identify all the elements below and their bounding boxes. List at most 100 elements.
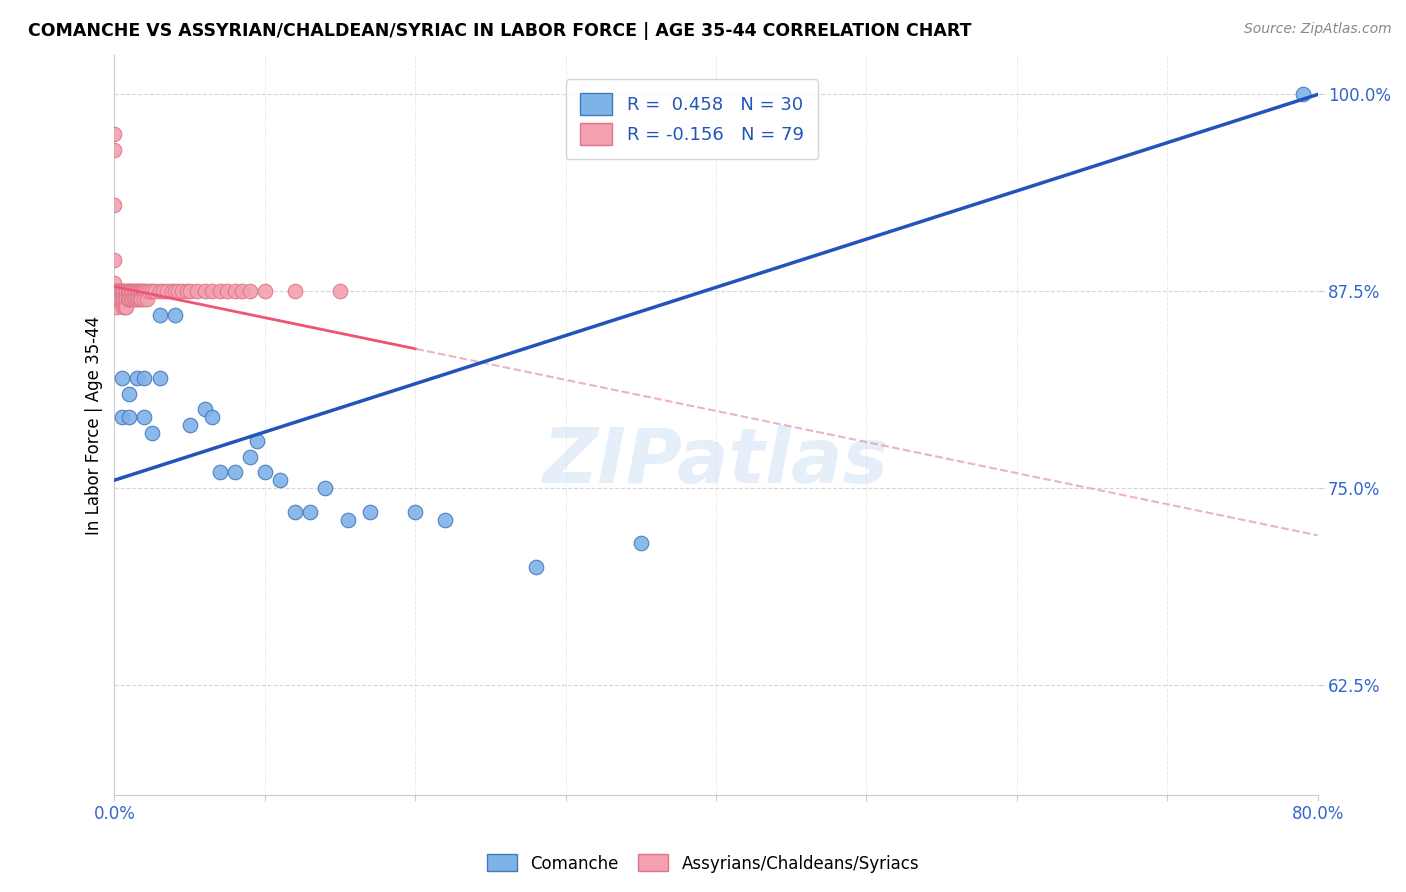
Point [118, 285, 141, 299]
Point [103, 277, 125, 291]
Point [201, 410, 224, 425]
Point [284, 285, 307, 299]
Point [125, 371, 148, 385]
Point [111, 292, 134, 306]
Point [201, 285, 224, 299]
Point [103, 252, 125, 267]
Point [132, 285, 155, 299]
Point [152, 285, 174, 299]
Point [110, 285, 132, 299]
Point [141, 285, 163, 299]
Point [284, 505, 307, 519]
Point [156, 285, 179, 299]
Point [111, 285, 134, 299]
Point [134, 292, 156, 306]
Point [135, 285, 157, 299]
Point [148, 308, 170, 322]
Point [138, 285, 160, 299]
Point [121, 292, 143, 306]
Point [124, 292, 146, 306]
Point [122, 292, 145, 306]
Point [129, 292, 152, 306]
Point [112, 292, 135, 306]
Y-axis label: In Labor Force | Age 35-44: In Labor Force | Age 35-44 [86, 316, 103, 534]
Point [112, 285, 135, 299]
Point [131, 292, 153, 306]
Point [217, 285, 239, 299]
Point [208, 466, 231, 480]
Point [122, 285, 145, 299]
Point [630, 536, 652, 550]
Point [224, 466, 246, 480]
Point [125, 292, 148, 306]
Point [103, 127, 125, 141]
Point [111, 410, 134, 425]
Point [117, 292, 139, 306]
Point [141, 425, 163, 440]
Point [246, 434, 269, 448]
Point [127, 292, 149, 306]
Point [118, 292, 141, 306]
Point [124, 285, 146, 299]
Point [176, 285, 198, 299]
Point [166, 285, 188, 299]
Point [253, 466, 276, 480]
Legend: Comanche, Assyrians/Chaldeans/Syriacs: Comanche, Assyrians/Chaldeans/Syriacs [479, 847, 927, 880]
Point [1291, 87, 1313, 102]
Point [111, 285, 134, 299]
Point [104, 300, 127, 314]
Point [120, 285, 142, 299]
Point [224, 285, 246, 299]
Point [336, 512, 359, 526]
Point [104, 285, 127, 299]
Point [111, 371, 134, 385]
Point [103, 197, 125, 211]
Point [143, 285, 166, 299]
Point [136, 292, 159, 306]
Point [129, 285, 152, 299]
Point [117, 285, 139, 299]
Point [118, 410, 141, 425]
Point [134, 285, 156, 299]
Text: Source: ZipAtlas.com: Source: ZipAtlas.com [1244, 22, 1392, 37]
Point [118, 386, 141, 401]
Point [134, 371, 156, 385]
Point [107, 285, 129, 299]
Point [115, 285, 138, 299]
Point [160, 285, 183, 299]
Point [110, 292, 132, 306]
Point [118, 285, 141, 299]
Point [329, 285, 352, 299]
Point [121, 285, 143, 299]
Point [108, 292, 131, 306]
Point [108, 285, 131, 299]
Point [179, 285, 201, 299]
Point [114, 285, 136, 299]
Point [148, 371, 170, 385]
Point [104, 292, 127, 306]
Point [104, 292, 127, 306]
Point [163, 308, 186, 322]
Point [194, 402, 217, 417]
Point [253, 285, 276, 299]
Point [524, 559, 547, 574]
Point [112, 300, 135, 314]
Text: COMANCHE VS ASSYRIAN/CHALDEAN/SYRIAC IN LABOR FORCE | AGE 35-44 CORRELATION CHAR: COMANCHE VS ASSYRIAN/CHALDEAN/SYRIAC IN … [28, 22, 972, 40]
Point [298, 505, 321, 519]
Legend: R =  0.458   N = 30, R = -0.156   N = 79: R = 0.458 N = 30, R = -0.156 N = 79 [565, 79, 818, 159]
Point [179, 418, 201, 433]
Point [127, 285, 149, 299]
Point [208, 285, 231, 299]
Point [359, 505, 381, 519]
Point [434, 512, 457, 526]
Point [131, 285, 153, 299]
Point [404, 505, 426, 519]
Point [148, 285, 170, 299]
Point [186, 285, 208, 299]
Point [163, 285, 186, 299]
Point [172, 285, 194, 299]
Point [103, 143, 125, 157]
Text: ZIPatlas: ZIPatlas [543, 425, 889, 500]
Point [231, 285, 253, 299]
Point [134, 410, 156, 425]
